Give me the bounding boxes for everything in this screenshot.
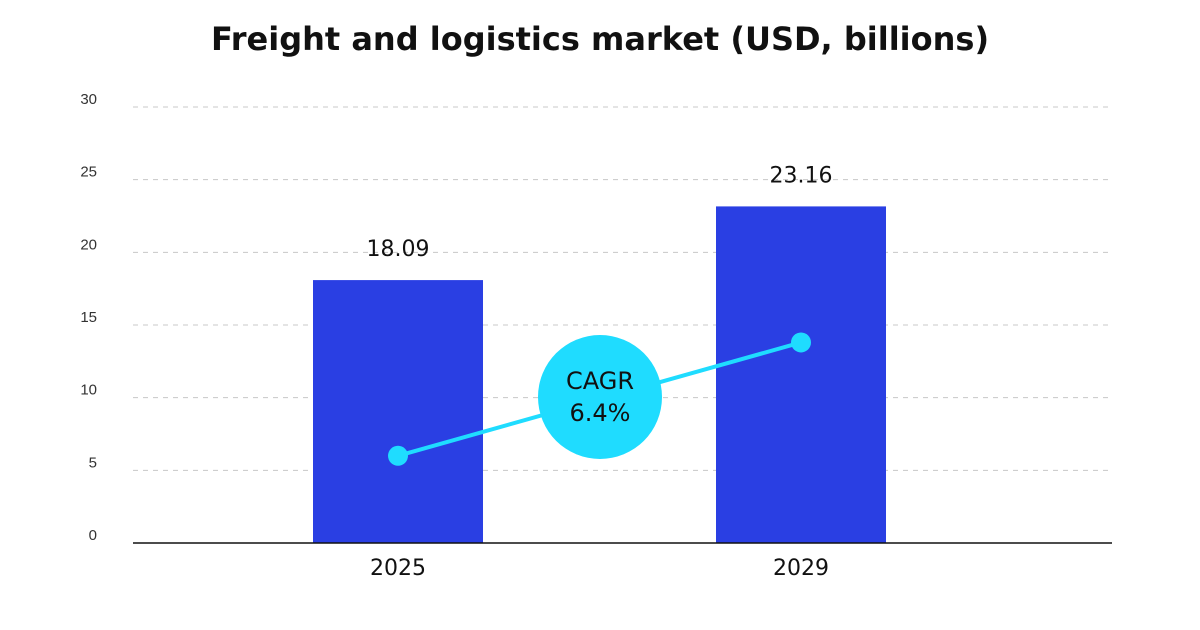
grid-lines <box>133 106 1112 471</box>
cagr-badge-value: 6.4% <box>570 399 631 427</box>
x-tick-label-2025: 2025 <box>370 556 426 581</box>
data-label-2025: 18.09 <box>367 237 430 262</box>
data-labels: 18.09 23.16 <box>367 163 833 262</box>
y-tick-label-5: 5 <box>89 454 97 471</box>
bar-2029 <box>716 206 886 543</box>
y-tick-label-10: 10 <box>80 382 97 399</box>
chart-title: Freight and logistics market (USD, billi… <box>211 20 989 58</box>
bar-2025 <box>313 280 483 543</box>
cagr-badge: CAGR 6.4% <box>538 335 662 459</box>
bars <box>313 206 886 543</box>
y-tick-label-0: 0 <box>89 527 97 544</box>
trend-marker-2029 <box>791 332 811 353</box>
x-tick-label-2029: 2029 <box>773 556 829 581</box>
y-tick-label-25: 25 <box>80 164 97 181</box>
y-tick-label-20: 20 <box>80 236 97 253</box>
x-axis-ticks: 2025 2029 <box>370 556 829 581</box>
y-axis-ticks: 0 5 10 15 20 25 30 <box>80 91 97 544</box>
y-tick-label-30: 30 <box>80 91 97 108</box>
cagr-badge-circle <box>538 335 662 459</box>
y-tick-label-15: 15 <box>80 309 97 326</box>
trend-marker-2025 <box>388 445 408 466</box>
cagr-badge-label: CAGR <box>566 367 634 395</box>
data-label-2029: 23.16 <box>770 163 833 188</box>
